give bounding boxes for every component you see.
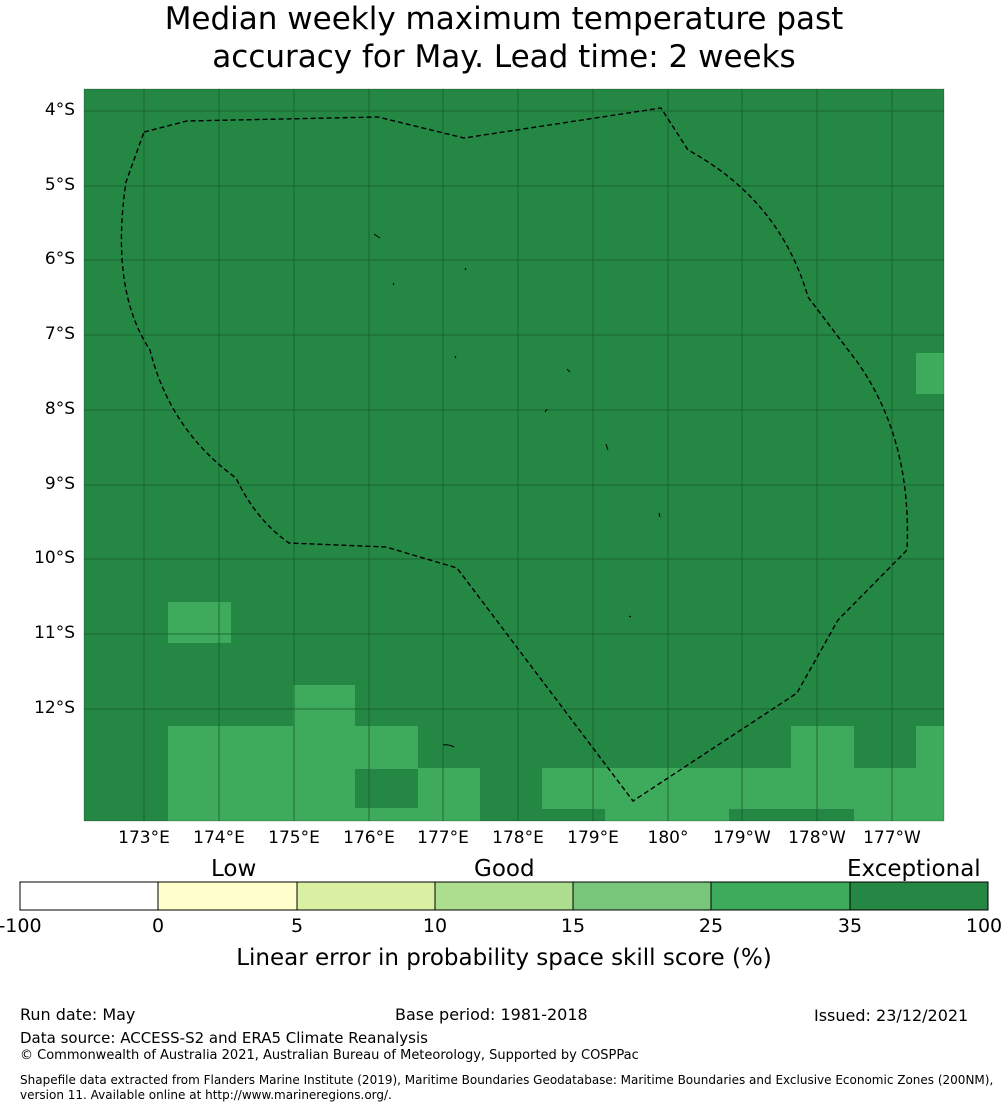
lat-tick-label: 7°S (44, 324, 75, 344)
title-line-2: accuracy for May. Lead time: 2 weeks (212, 39, 796, 75)
good-cell (916, 353, 944, 394)
colorbar-tick: 35 (837, 915, 863, 937)
lat-tick-label: 10°S (34, 548, 75, 568)
colorbar-tick: 0 (151, 915, 165, 937)
title-line-1: Median weekly maximum temperature past (164, 1, 844, 37)
good-cell (293, 685, 355, 727)
lat-tick-label: 5°S (44, 175, 75, 195)
good-cell (168, 602, 231, 643)
lon-tick-label: 173°E (118, 828, 170, 848)
good-cell (355, 808, 418, 821)
colorbar-tick: -100 (0, 915, 42, 937)
run-date: Run date: May (20, 1005, 136, 1024)
colorbar-tick: 25 (698, 915, 724, 937)
colorbar-segment (435, 882, 573, 910)
lon-tick-label: 174°E (193, 828, 245, 848)
colorbar-label: Linear error in probability space skill … (236, 945, 772, 971)
good-cell (791, 726, 854, 769)
shapefile-credit-line-2: version 11. Available online at http://w… (20, 1088, 392, 1102)
eez-boundary (120, 107, 909, 802)
issued-date: Issued: 23/12/2021 (814, 1006, 969, 1025)
lon-tick-label: 179°W (713, 828, 771, 848)
gridlines (84, 89, 944, 821)
data-source: Data source: ACCESS-S2 and ERA5 Climate … (20, 1029, 428, 1047)
lon-tick-label: 179°E (567, 828, 619, 848)
good-cell (605, 808, 729, 821)
good-cell (916, 726, 944, 769)
lon-tick-label: 177°W (863, 828, 921, 848)
colorbar-category-low: Low (211, 856, 257, 882)
islands (373, 233, 661, 748)
colorbar-category-good: Good (474, 856, 535, 882)
lon-tick-label: 177°E (417, 828, 469, 848)
skill-cells (168, 353, 944, 821)
good-cell (168, 726, 418, 769)
colorbar-tick: 100 (965, 915, 1003, 937)
lon-tick-label: 176°E (343, 828, 395, 848)
colorbar-segment (20, 882, 158, 910)
good-cell (854, 768, 944, 821)
lon-tick-label: 178°W (788, 828, 846, 848)
shapefile-credit-line-1: Shapefile data extracted from Flanders M… (20, 1073, 994, 1087)
lon-tick-label: 175°E (268, 828, 320, 848)
good-cell (542, 768, 854, 809)
lat-tick-label: 11°S (34, 623, 75, 643)
colorbar-segment (711, 882, 850, 910)
colorbar (19, 881, 989, 911)
colorbar-tick: 15 (560, 915, 586, 937)
lat-tick-label: 8°S (44, 399, 75, 419)
map-title: Median weekly maximum temperature past a… (0, 0, 1008, 76)
colorbar-segment (573, 882, 711, 910)
good-cell (418, 768, 480, 821)
colorbar-segment (297, 882, 435, 910)
colorbar-frame (19, 881, 989, 911)
good-cell (168, 768, 355, 821)
colorbar-segment (158, 882, 297, 910)
lon-tick-label: 180° (647, 828, 689, 848)
lat-tick-label: 12°S (34, 698, 75, 718)
colorbar-tick: 5 (290, 915, 304, 937)
map-background (84, 89, 944, 821)
base-period: Base period: 1981-2018 (395, 1005, 588, 1024)
lat-tick-label: 4°S (44, 100, 75, 120)
colorbar-category-exceptional: Exceptional (847, 856, 981, 882)
map-frame (83, 88, 945, 822)
copyright: © Commonwealth of Australia 2021, Austra… (20, 1048, 639, 1063)
colorbar-tick: 10 (422, 915, 448, 937)
lat-tick-label: 6°S (44, 249, 75, 269)
lon-tick-label: 178°E (492, 828, 544, 848)
colorbar-segment (850, 882, 988, 910)
lat-tick-label: 9°S (44, 474, 75, 494)
